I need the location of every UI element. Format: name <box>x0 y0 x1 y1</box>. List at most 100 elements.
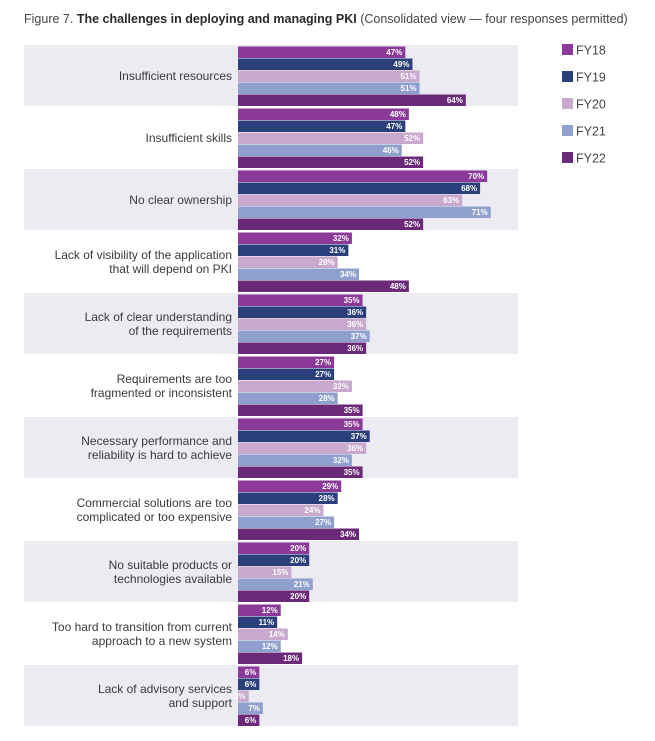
bar-value-label: 6% <box>245 716 257 725</box>
category-label: complicated or too expensive <box>77 510 233 524</box>
bar-value-label: 51% <box>401 72 417 81</box>
bar-value-label: 15% <box>272 568 288 577</box>
bar <box>238 280 409 292</box>
bar <box>238 480 342 492</box>
category-label: of the requirements <box>129 324 232 338</box>
bar-value-label: 28% <box>319 494 335 503</box>
bar-value-label: 14% <box>269 630 285 639</box>
bar <box>238 368 335 380</box>
category-label: Lack of clear understanding <box>85 310 232 324</box>
figure-label: Figure 7. <box>24 12 74 26</box>
bar <box>238 616 278 628</box>
bar <box>238 392 338 404</box>
bar-value-label: 46% <box>383 146 399 155</box>
bar <box>238 380 352 392</box>
legend-swatch <box>562 125 573 136</box>
bar <box>238 306 367 318</box>
bar-value-label: 32% <box>333 456 349 465</box>
bar <box>238 492 338 504</box>
bar-value-label: 29% <box>322 482 338 491</box>
bar-value-label: 36% <box>347 444 363 453</box>
bar <box>238 504 324 516</box>
legend-label: FY20 <box>576 98 606 112</box>
bar <box>238 356 335 368</box>
bar <box>238 342 367 354</box>
legend-label: FY21 <box>576 125 606 139</box>
bar <box>238 466 363 478</box>
bar <box>238 442 367 454</box>
legend-label: FY19 <box>576 71 606 85</box>
category-label: No suitable products or <box>109 558 232 572</box>
bar <box>238 94 466 106</box>
legend-swatch <box>562 71 573 82</box>
bar-value-label: 6% <box>245 668 257 677</box>
bar-value-label: 34% <box>340 530 356 539</box>
figure-title-text: The challenges in deploying and managing… <box>76 12 357 26</box>
bar <box>238 194 463 206</box>
bar <box>238 120 406 132</box>
figure-subtitle: (Consolidated view — four responses perm… <box>360 12 628 26</box>
bar <box>238 108 409 120</box>
bar <box>238 604 281 616</box>
bar <box>238 182 481 194</box>
bar-value-label: 12% <box>262 606 278 615</box>
bar-value-label: 37% <box>351 432 367 441</box>
bar <box>238 628 288 640</box>
bar-value-label: 48% <box>390 282 406 291</box>
bar <box>238 218 424 230</box>
bar-value-label: 51% <box>401 84 417 93</box>
bar <box>238 590 310 602</box>
bar <box>238 652 303 664</box>
bar-value-label: 36% <box>347 320 363 329</box>
bar-value-label: 28% <box>319 394 335 403</box>
bar <box>238 82 420 94</box>
bar-value-label: 68% <box>461 184 477 193</box>
bar-value-label: 20% <box>290 556 306 565</box>
bar-value-label: 32% <box>333 234 349 243</box>
bar <box>238 702 263 714</box>
category-label: approach to a new system <box>92 634 232 648</box>
bars: 47%49%51%51%64%48%47%52%46%52%70%68%63%7… <box>234 46 491 726</box>
bar-value-label: 7% <box>248 704 260 713</box>
bar <box>238 542 310 554</box>
legend-swatch <box>562 44 573 55</box>
bar-value-label: 12% <box>262 642 278 651</box>
legend-label: FY18 <box>576 44 606 58</box>
bar-value-label: 49% <box>393 60 409 69</box>
category-label: No clear ownership <box>129 193 232 207</box>
category-label: Insufficient skills <box>146 131 232 145</box>
bar <box>238 268 360 280</box>
bar <box>238 454 352 466</box>
legend-label: FY22 <box>576 152 606 166</box>
bar <box>238 294 363 306</box>
bar <box>238 330 370 342</box>
bar-value-label: 63% <box>443 196 459 205</box>
bar <box>238 244 349 256</box>
category-label: technologies available <box>114 572 232 586</box>
bar <box>238 132 424 144</box>
legend-swatch <box>562 98 573 109</box>
bar <box>238 666 260 678</box>
bar-value-label: 37% <box>351 332 367 341</box>
bar <box>238 404 363 416</box>
bar <box>238 58 413 70</box>
bar-value-label: 52% <box>404 220 420 229</box>
category-label: Too hard to transition from current <box>52 620 233 634</box>
bar-value-label: 35% <box>344 296 360 305</box>
bar <box>238 430 370 442</box>
bar-value-label: 36% <box>347 344 363 353</box>
bar-value-label: 24% <box>304 506 320 515</box>
bar <box>238 418 363 430</box>
category-label: and support <box>169 696 233 710</box>
bar-value-label: 47% <box>386 122 402 131</box>
bar <box>238 318 367 330</box>
bar-value-label: 48% <box>390 110 406 119</box>
bar-value-label: 27% <box>315 370 331 379</box>
figure-title: Figure 7. The challenges in deploying an… <box>24 12 628 26</box>
bar <box>238 566 292 578</box>
bar-value-label: 47% <box>386 48 402 57</box>
bar <box>238 578 313 590</box>
category-label: Requirements are too <box>117 372 233 386</box>
category-band <box>24 665 518 726</box>
